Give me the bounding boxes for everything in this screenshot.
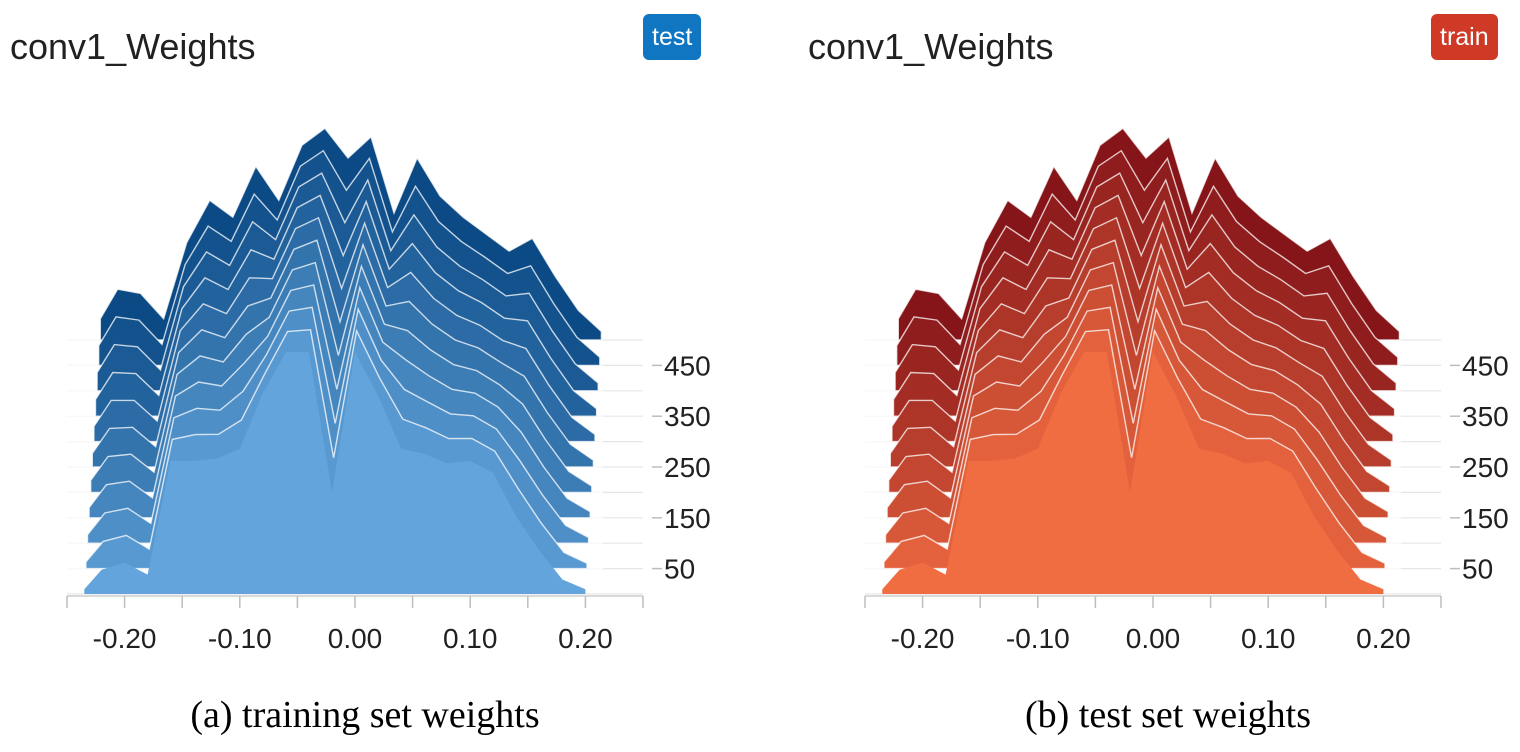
x-tick-label: 0.20 [558,623,613,654]
chart-title: conv1_Weights [808,26,1054,67]
histogram-chart-a: -0.20 -0.10 0.00 0.10 0.20 50 150 250 350 450 [66,127,711,654]
panel-a: conv1_Weights test -0.20 -0.10 0.00 0.10 0.2… [10,14,711,736]
x-tick-label: -0.20 [93,623,157,654]
histogram-chart-b: -0.20 -0.10 0.00 0.10 0.20 50 150 250 350 450 [864,127,1509,654]
panel-b: conv1_Weights train -0.20 -0.10 0.00 0.10 0.… [798,0,1520,752]
y-tick-label: 50 [1462,554,1493,585]
y-tick-label: 450 [1462,350,1509,381]
ridge-step-0 [865,352,1401,594]
x-tick-label: 0.20 [1356,623,1411,654]
caption-b: (b) test set weights [1024,694,1311,736]
run-badge: train [1431,14,1498,60]
y-tick-label: 150 [664,503,711,534]
ridges [865,127,1401,594]
ridges [67,127,603,594]
x-tick-label: -0.20 [891,623,955,654]
x-tick-label: -0.10 [208,623,272,654]
y-tick-label: 450 [664,350,711,381]
x-tick-label: 0.00 [328,623,383,654]
y-tick-label: 350 [664,401,711,432]
chart-title: conv1_Weights [10,26,256,67]
x-tick-label: -0.10 [1006,623,1070,654]
run-badge: test [643,14,702,60]
y-tick-label: 150 [1462,503,1509,534]
ridge-step-0 [67,352,603,594]
x-tick-label: 0.00 [1126,623,1181,654]
x-tick-label: 0.10 [1241,623,1296,654]
x-tick-label: 0.10 [443,623,498,654]
caption-a: (a) training set weights [190,694,540,736]
y-tick-label: 350 [1462,401,1509,432]
y-tick-label: 250 [664,452,711,483]
y-tick-label: 250 [1462,452,1509,483]
y-tick-label: 50 [664,554,695,585]
